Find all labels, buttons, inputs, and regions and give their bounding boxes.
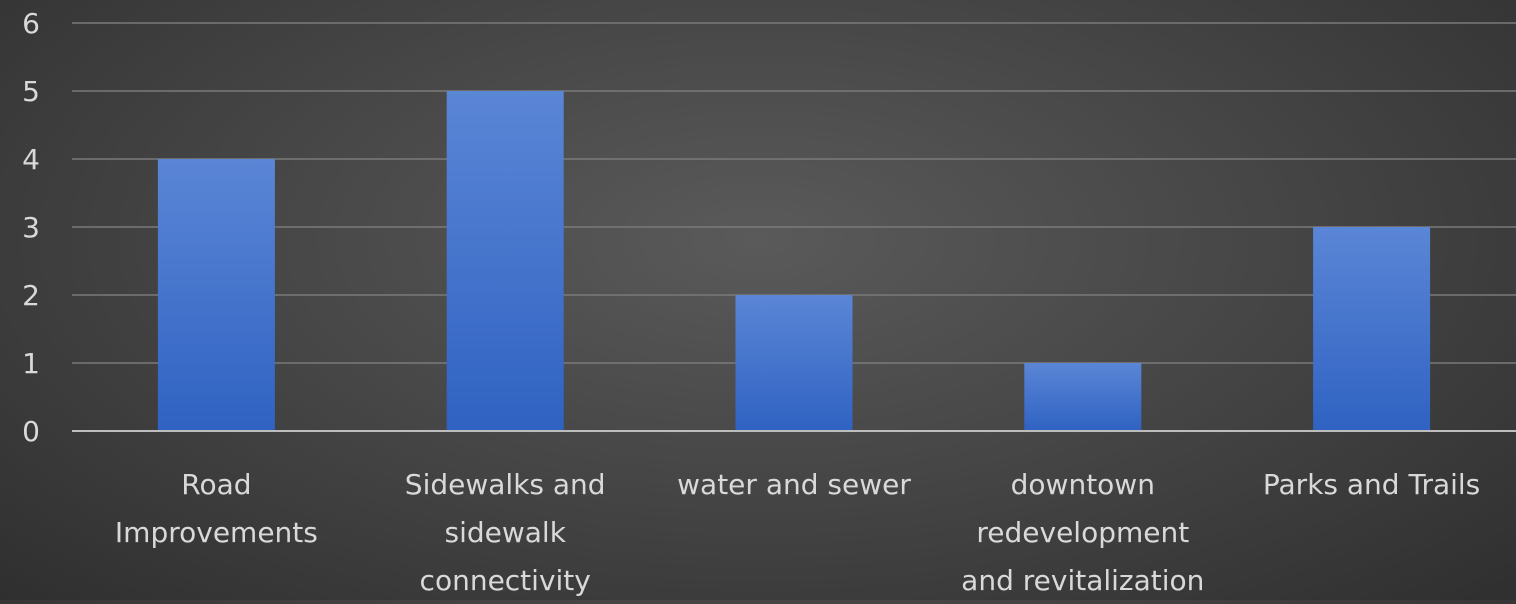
x-tick-label: Road Improvements <box>115 468 318 549</box>
x-tick-label: Sidewalks and sidewalk connectivity <box>405 468 606 597</box>
x-tick-label-line: water and sewer <box>677 468 911 501</box>
x-tick-label-line: connectivity <box>420 564 591 597</box>
y-tick-label: 3 <box>22 211 40 244</box>
x-tick-label-line: redevelopment <box>976 516 1189 549</box>
x-tick-label-line: sidewalk <box>444 516 566 549</box>
x-tick-label-line: and revitalization <box>961 564 1204 597</box>
y-tick-label: 4 <box>22 143 40 176</box>
y-tick-label: 5 <box>22 75 40 108</box>
x-tick-label-line: Road <box>181 468 251 501</box>
bar <box>157 159 275 431</box>
bar <box>1024 363 1142 431</box>
gridlines <box>72 22 1516 364</box>
y-axis-tick-labels: 0 1 2 3 4 5 6 <box>22 7 40 448</box>
x-tick-label: Parks and Trails <box>1263 468 1480 501</box>
y-tick-label: 1 <box>22 347 40 380</box>
x-tick-label-line: downtown <box>1011 468 1155 501</box>
y-tick-label: 2 <box>22 279 40 312</box>
y-tick-label: 6 <box>22 7 40 40</box>
bars <box>157 91 1431 431</box>
x-tick-label-line: Sidewalks and <box>405 468 606 501</box>
bar <box>735 295 853 431</box>
bar <box>1313 227 1431 431</box>
x-axis-category-labels: Road Improvements Sidewalks and sidewalk con… <box>115 468 1480 597</box>
bar <box>446 91 564 431</box>
y-tick-label: 0 <box>22 415 40 448</box>
x-tick-label-line: Parks and Trails <box>1263 468 1480 501</box>
x-tick-label: water and sewer <box>677 468 911 501</box>
x-tick-label-line: Improvements <box>115 516 318 549</box>
x-tick-label: downtown redevelopment and revitalization <box>961 468 1204 597</box>
